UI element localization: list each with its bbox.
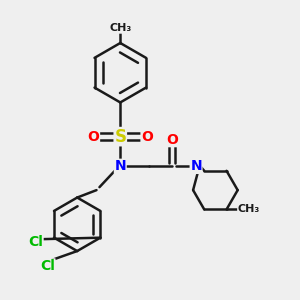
- Text: O: O: [141, 130, 153, 144]
- Text: O: O: [167, 133, 178, 147]
- Text: Cl: Cl: [40, 259, 55, 273]
- Text: O: O: [88, 130, 100, 144]
- Text: CH₃: CH₃: [109, 23, 131, 33]
- Text: Cl: Cl: [28, 235, 43, 249]
- Text: N: N: [115, 159, 126, 173]
- Text: N: N: [190, 159, 202, 173]
- Text: S: S: [114, 128, 126, 146]
- Text: CH₃: CH₃: [238, 204, 260, 214]
